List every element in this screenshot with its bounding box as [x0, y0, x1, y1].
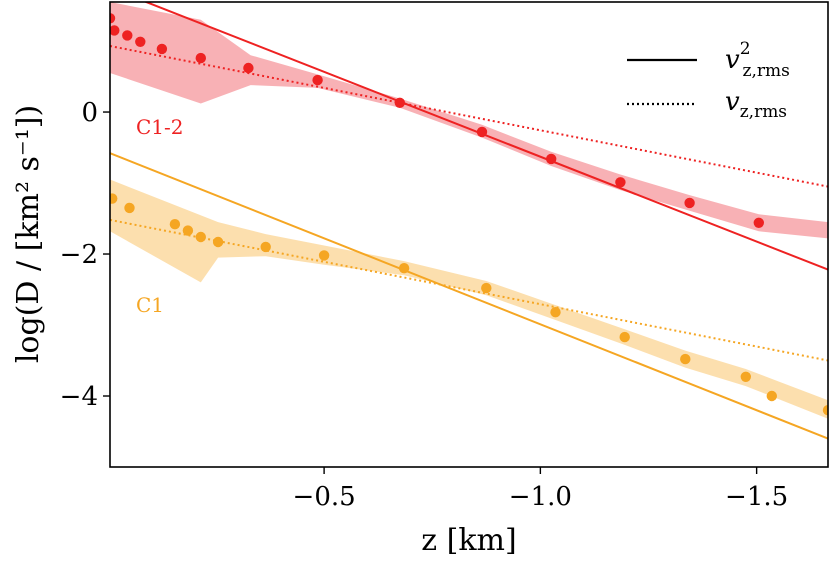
point-c1-5 [212, 236, 224, 248]
point-c1-15 [822, 405, 828, 416]
point-c1-12 [680, 353, 691, 365]
point-c1-2-6 [243, 62, 254, 74]
plot-content [110, 2, 828, 440]
legend-solid-label: v2 z,rms [725, 39, 790, 81]
point-c1-2-13 [753, 217, 764, 228]
point-c1-2-5 [195, 52, 206, 64]
series-label-c1: C1 [136, 293, 164, 317]
point-c1-2-8 [394, 97, 405, 109]
point-c1-6 [260, 241, 271, 253]
point-c1-2-4 [156, 43, 168, 55]
band-c1-2 [110, 2, 828, 239]
x-axis-label: z [km] [421, 523, 516, 558]
point-c1-2-7 [312, 74, 323, 86]
point-c1-2-9 [476, 126, 488, 138]
plot-frame [109, 1, 829, 468]
x-tick-label: −1.5 [725, 482, 788, 512]
y-tick-label: 0 [81, 98, 98, 128]
point-c1-7 [318, 250, 330, 261]
point-c1-13 [740, 371, 751, 382]
plot-area [110, 2, 828, 440]
point-c1-2-0 [110, 13, 116, 24]
point-c1-0 [110, 193, 118, 204]
point-c1-4 [195, 231, 206, 243]
point-c1-9 [481, 282, 492, 294]
point-c1-2-11 [615, 177, 626, 188]
legend: v2 z,rms vz,rms [627, 39, 790, 122]
point-c1-3 [182, 225, 194, 236]
band-c1 [110, 179, 828, 419]
axis-ticks: −0.5 −1.0 −1.5 0 −2 −4 [60, 98, 789, 512]
fit-dotted-c1 [110, 218, 828, 362]
y-tick-label: −4 [60, 382, 98, 412]
point-c1-10 [550, 307, 561, 318]
legend-dotted-label: vz,rms [725, 87, 787, 122]
point-c1-14 [766, 390, 777, 402]
point-c1-11 [619, 331, 630, 343]
y-axis-label: log(D / [km² s⁻¹]) [11, 105, 46, 363]
point-c1-2 [169, 219, 181, 230]
series-label-c1-2: C1-2 [136, 115, 184, 139]
x-tick-label: −0.5 [293, 482, 356, 512]
fit-solid-c1-2 [143, 2, 828, 271]
point-c1-2-10 [546, 153, 557, 165]
fit-dotted-c1-2 [110, 45, 828, 188]
y-tick-label: −2 [60, 240, 98, 270]
fit-solid-c1 [110, 152, 828, 440]
x-tick-label: −1.0 [509, 482, 572, 512]
point-c1-2-12 [684, 197, 695, 209]
point-c1-8 [398, 263, 410, 274]
point-c1-1 [124, 202, 135, 214]
point-c1-2-1 [110, 25, 120, 36]
point-c1-2-3 [135, 36, 146, 47]
point-c1-2-2 [122, 30, 133, 41]
